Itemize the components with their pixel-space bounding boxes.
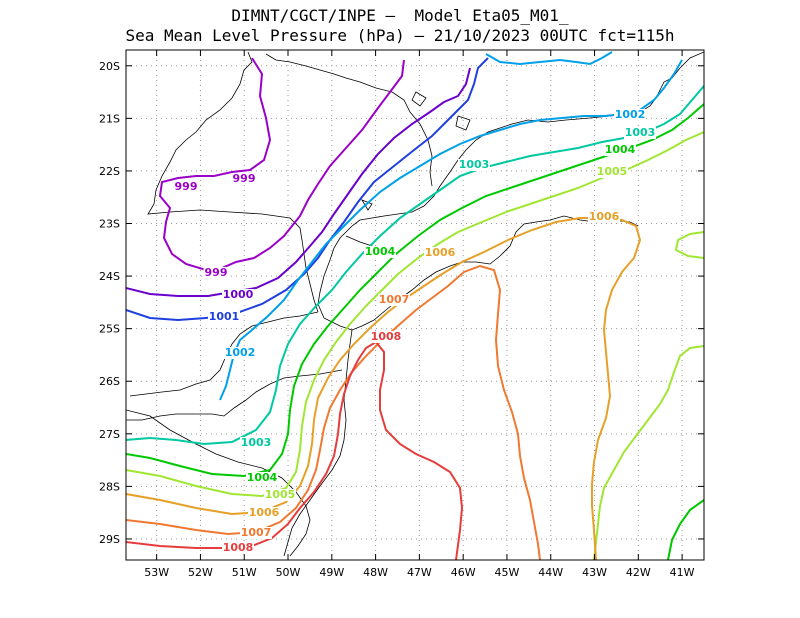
lat-tick-label: 24S <box>99 270 120 283</box>
lat-tick-label: 25S <box>99 323 120 336</box>
isobar-label-1006: 1006 <box>589 210 620 223</box>
isobar-label-1004: 1004 <box>605 143 636 156</box>
isobar-label-999: 999 <box>175 180 198 193</box>
isobar-label-1000: 1000 <box>223 288 254 301</box>
lat-tick-label: 27S <box>99 428 120 441</box>
axis-tick-labels: 20S 21S 22S 23S 24S 25S 26S 27S 28S 29S 53W 52W 51W 5… <box>99 60 695 579</box>
isobar-label-1006: 1006 <box>249 506 280 519</box>
lon-tick-label: 47W <box>407 566 432 579</box>
isobar-1004 <box>126 103 704 478</box>
isobars <box>126 51 704 560</box>
isobar-1005-ring <box>674 231 704 259</box>
isobar-label-1002: 1002 <box>225 346 256 359</box>
lat-tick-label: 23S <box>99 218 120 231</box>
coastline-and-borders <box>126 51 704 557</box>
isobar-label-bg <box>231 173 257 185</box>
island-1 <box>411 91 427 107</box>
figure-title-line2: Sea Mean Level Pressure (hPa) – 21/10/20… <box>125 26 675 45</box>
lat-tick-label: 26S <box>99 375 120 388</box>
lon-tick-label: 51W <box>232 566 257 579</box>
isobar-1003 <box>126 85 704 446</box>
isobar-label-1001: 1001 <box>209 310 240 323</box>
isobar-label-1006: 1006 <box>425 246 456 259</box>
lon-tick-label: 41W <box>670 566 695 579</box>
isobar-label-bg <box>203 267 229 279</box>
isobar-label-bg <box>248 507 280 519</box>
isobar-label-bg <box>614 109 646 121</box>
isobar-label-bg <box>264 489 296 501</box>
isobar-label-1004: 1004 <box>247 471 278 484</box>
isobar-label-bg <box>246 472 278 484</box>
isobar-1000 <box>126 67 471 297</box>
isobar-label-bg <box>604 144 636 156</box>
lon-tick-label: 44W <box>538 566 563 579</box>
lon-tick-label: 43W <box>582 566 607 579</box>
state-border-4 <box>265 53 433 187</box>
lon-tick-label: 53W <box>144 566 169 579</box>
lat-tick-label: 29S <box>99 533 120 546</box>
lon-tick-label: 49W <box>319 566 344 579</box>
figure-title-line1: DIMNT/CGCT/INPE – Model Eta05_M01_ <box>231 6 569 25</box>
state-border <box>147 51 319 313</box>
map-frame <box>125 49 705 561</box>
isobar-label-bg <box>364 246 396 258</box>
state-border-3 <box>126 369 343 421</box>
isobar-label-bg <box>458 159 490 171</box>
isobar-label-bg <box>624 127 656 139</box>
isobar-label-1008: 1008 <box>223 541 254 554</box>
lon-tick-label: 50W <box>276 566 301 579</box>
isobar-label-bg <box>596 166 628 178</box>
lat-tick-label: 28S <box>99 480 120 493</box>
isobar-label-bg <box>222 289 254 301</box>
coastline-south <box>283 329 353 557</box>
isobar-label-bg <box>370 331 402 343</box>
island-2 <box>455 115 471 131</box>
lon-tick-label: 42W <box>626 566 651 579</box>
isobar-label-bg <box>240 527 272 539</box>
isobar-label-bg <box>588 211 620 223</box>
lat-tick-label: 22S <box>99 165 120 178</box>
isobar-999-west <box>158 57 405 272</box>
isobar-label-1005: 1005 <box>597 165 628 178</box>
isobar-label-bg <box>173 181 199 193</box>
isobar-label-bg <box>424 247 456 259</box>
lon-tick-label: 48W <box>363 566 388 579</box>
lat-tick-label: 20S <box>99 60 120 73</box>
isobar-label-bg <box>240 437 272 449</box>
lon-tick-label: 52W <box>188 566 213 579</box>
isobar-label-999: 999 <box>205 266 228 279</box>
isobar-label-1003: 1003 <box>241 436 272 449</box>
isobar-label-bg <box>224 347 256 359</box>
isobar-1004-east <box>667 499 704 560</box>
isobar-label-bg <box>222 542 254 554</box>
country-border <box>126 409 311 557</box>
isobar-label-bg <box>208 311 240 323</box>
isobar-label-1008: 1008 <box>371 330 402 343</box>
isobar-label-1004: 1004 <box>365 245 396 258</box>
isobar-1007 <box>126 264 541 560</box>
graticule <box>126 50 704 560</box>
lon-tick-label: 45W <box>495 566 520 579</box>
isobar-labels: 999 999 999 1000 1001 1002 1002 1003 1003 1003 100… <box>173 108 656 554</box>
isobar-label-1003: 1003 <box>625 126 656 139</box>
isobar-label-999: 999 <box>233 172 256 185</box>
lon-tick-label: 46W <box>451 566 476 579</box>
isobar-label-1007: 1007 <box>241 526 272 539</box>
isobar-label-bg <box>378 294 410 306</box>
isobar-1006 <box>126 217 642 560</box>
isobar-label-1002: 1002 <box>615 108 646 121</box>
lat-tick-label: 21S <box>99 112 120 125</box>
isobar-label-1007: 1007 <box>379 293 410 306</box>
isobar-label-1003: 1003 <box>459 158 490 171</box>
isobar-label-1005: 1005 <box>265 488 296 501</box>
isobar-1002-top <box>485 51 613 66</box>
axis-ticks <box>126 50 704 560</box>
isobar-1005-east <box>593 345 704 560</box>
